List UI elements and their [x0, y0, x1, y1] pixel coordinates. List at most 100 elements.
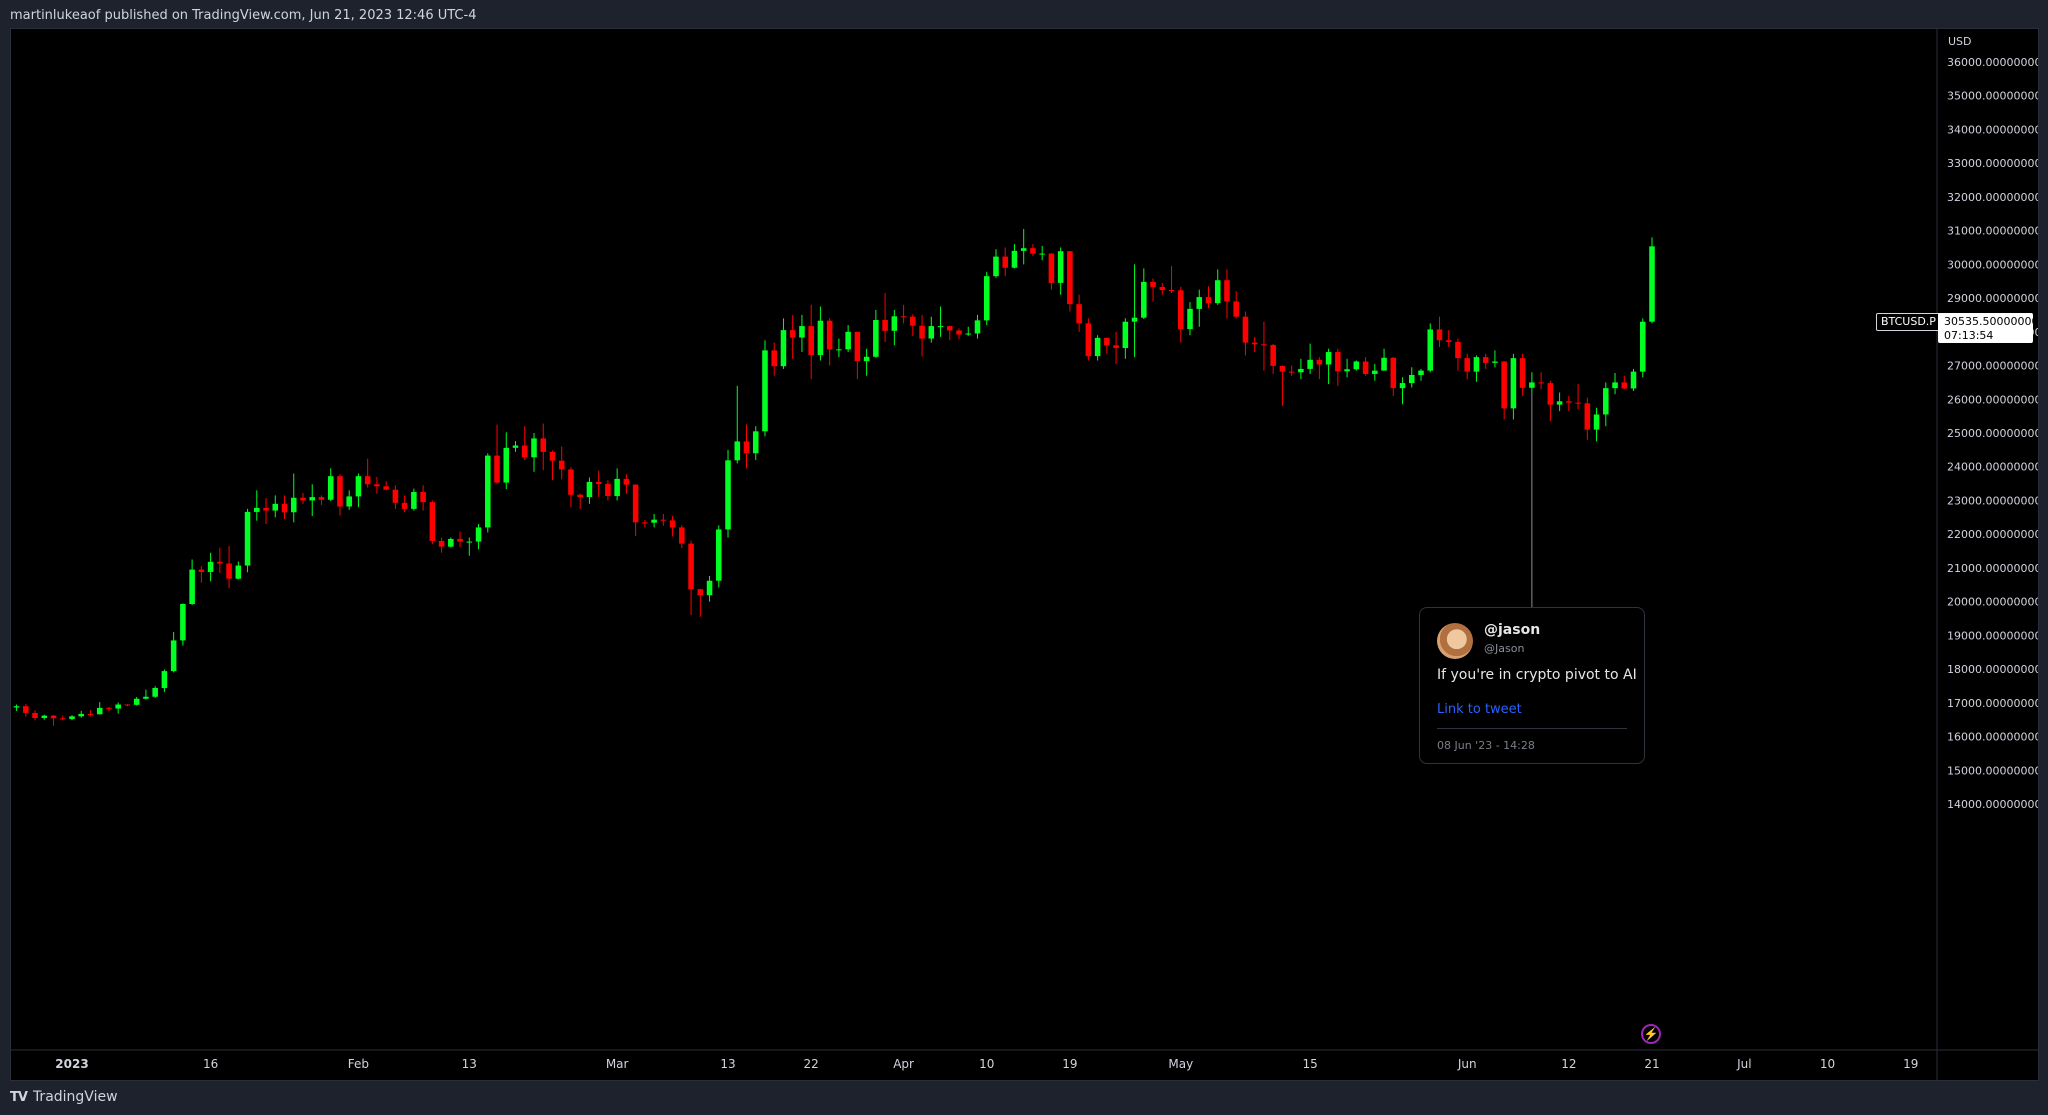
candle-body	[864, 357, 870, 361]
tweet-divider	[1437, 728, 1627, 729]
candle-body	[753, 431, 759, 453]
candle	[106, 707, 112, 711]
candle-body	[901, 316, 907, 317]
candle-body	[771, 350, 777, 366]
candle-body	[115, 705, 121, 709]
lightning-icon[interactable]: ⚡	[1641, 1024, 1661, 1044]
candle	[374, 477, 380, 494]
candle	[1307, 344, 1313, 374]
candle-body	[485, 456, 491, 528]
candle	[503, 432, 509, 489]
candle-body	[1298, 369, 1304, 372]
candle	[282, 495, 288, 519]
candle	[162, 669, 168, 692]
candle	[882, 293, 888, 342]
candle	[827, 318, 833, 365]
candle-body	[1529, 382, 1535, 387]
candle	[1492, 350, 1498, 367]
candle-body	[125, 705, 131, 706]
candle-body	[716, 529, 722, 580]
candle-body	[1113, 345, 1119, 348]
candle-body	[1002, 257, 1008, 268]
chart-panel[interactable]: USD 36000.00000000 35000.00000000 34000.00…	[10, 28, 2039, 1081]
candle	[152, 686, 158, 697]
candle-body	[346, 496, 352, 506]
candle	[1215, 269, 1221, 304]
candle	[78, 711, 84, 718]
candlestick-chart[interactable]: USD 36000.00000000 35000.00000000 34000.00…	[11, 29, 2038, 1080]
candle-body	[1243, 317, 1249, 343]
time-tick-label: 13	[720, 1057, 735, 1071]
tradingview-logo-icon: TV	[10, 1090, 27, 1105]
candle-body	[180, 604, 186, 640]
candle	[1437, 317, 1443, 347]
candle-body	[781, 330, 787, 366]
candle	[448, 538, 454, 548]
candle-body	[559, 461, 565, 470]
candle-body	[734, 441, 740, 460]
candle-body	[374, 484, 380, 486]
candle	[1021, 229, 1027, 264]
candle	[143, 690, 149, 700]
candle-body	[1427, 329, 1433, 370]
candle	[965, 327, 971, 336]
candle-body	[1492, 361, 1498, 362]
candle-body	[698, 589, 704, 595]
candle-body	[309, 497, 315, 500]
candle	[226, 546, 232, 588]
tweet-card[interactable]: @jason @Jason If you're in crypto pivot …	[1419, 607, 1645, 764]
bar-countdown: 07:13:54	[1944, 329, 1993, 342]
candle	[97, 702, 103, 714]
candle-body	[1326, 352, 1332, 364]
candle	[356, 473, 362, 507]
candle	[476, 524, 482, 549]
candle-body	[134, 699, 140, 705]
symbol-label: BTCUSD.P	[1876, 313, 1941, 331]
candle-body	[975, 320, 981, 333]
currency-label: USD	[1948, 35, 1972, 48]
candle	[1418, 369, 1424, 381]
time-tick-label: 10	[979, 1057, 994, 1071]
candle-body	[1437, 329, 1443, 340]
candle	[947, 326, 953, 341]
candle-body	[106, 708, 112, 709]
price-tick-label: 31000.00000000	[1947, 225, 2038, 238]
candle	[707, 576, 713, 602]
footer-brand[interactable]: TV TradingView	[10, 1089, 118, 1105]
candle	[513, 441, 519, 452]
candle-body	[420, 492, 426, 502]
candle-body	[226, 564, 232, 579]
brand-name: TradingView	[33, 1089, 118, 1105]
candle	[799, 315, 805, 352]
candle-body	[1354, 361, 1360, 369]
candle-body	[1261, 344, 1267, 345]
candle-body	[1548, 383, 1554, 405]
price-tick-label: 35000.00000000	[1947, 90, 2038, 103]
candle	[790, 315, 796, 359]
price-tick-label: 22000.00000000	[1947, 528, 2038, 541]
candle-body	[236, 566, 242, 579]
candle	[383, 481, 389, 490]
time-tick-label: 16	[203, 1057, 218, 1071]
candle-body	[254, 508, 260, 512]
candle-body	[1270, 345, 1276, 366]
candle-body	[1030, 248, 1036, 253]
candle-body	[97, 708, 103, 714]
candle	[651, 514, 657, 527]
candle	[23, 704, 29, 716]
candle	[236, 562, 242, 580]
candle-body	[1400, 383, 1406, 388]
candle	[725, 450, 731, 538]
candle	[346, 490, 352, 510]
candle-body	[1344, 369, 1350, 371]
candle	[1649, 237, 1655, 323]
candle	[485, 453, 491, 532]
candle	[596, 471, 602, 497]
candle	[1631, 369, 1637, 391]
time-tick-label: 15	[1302, 1057, 1317, 1071]
candles-layer	[14, 229, 1655, 726]
candle-body	[1160, 287, 1166, 290]
tweet-link[interactable]: Link to tweet	[1437, 702, 1522, 717]
price-tick-label: 25000.00000000	[1947, 427, 2038, 440]
time-tick-label: 22	[804, 1057, 819, 1071]
